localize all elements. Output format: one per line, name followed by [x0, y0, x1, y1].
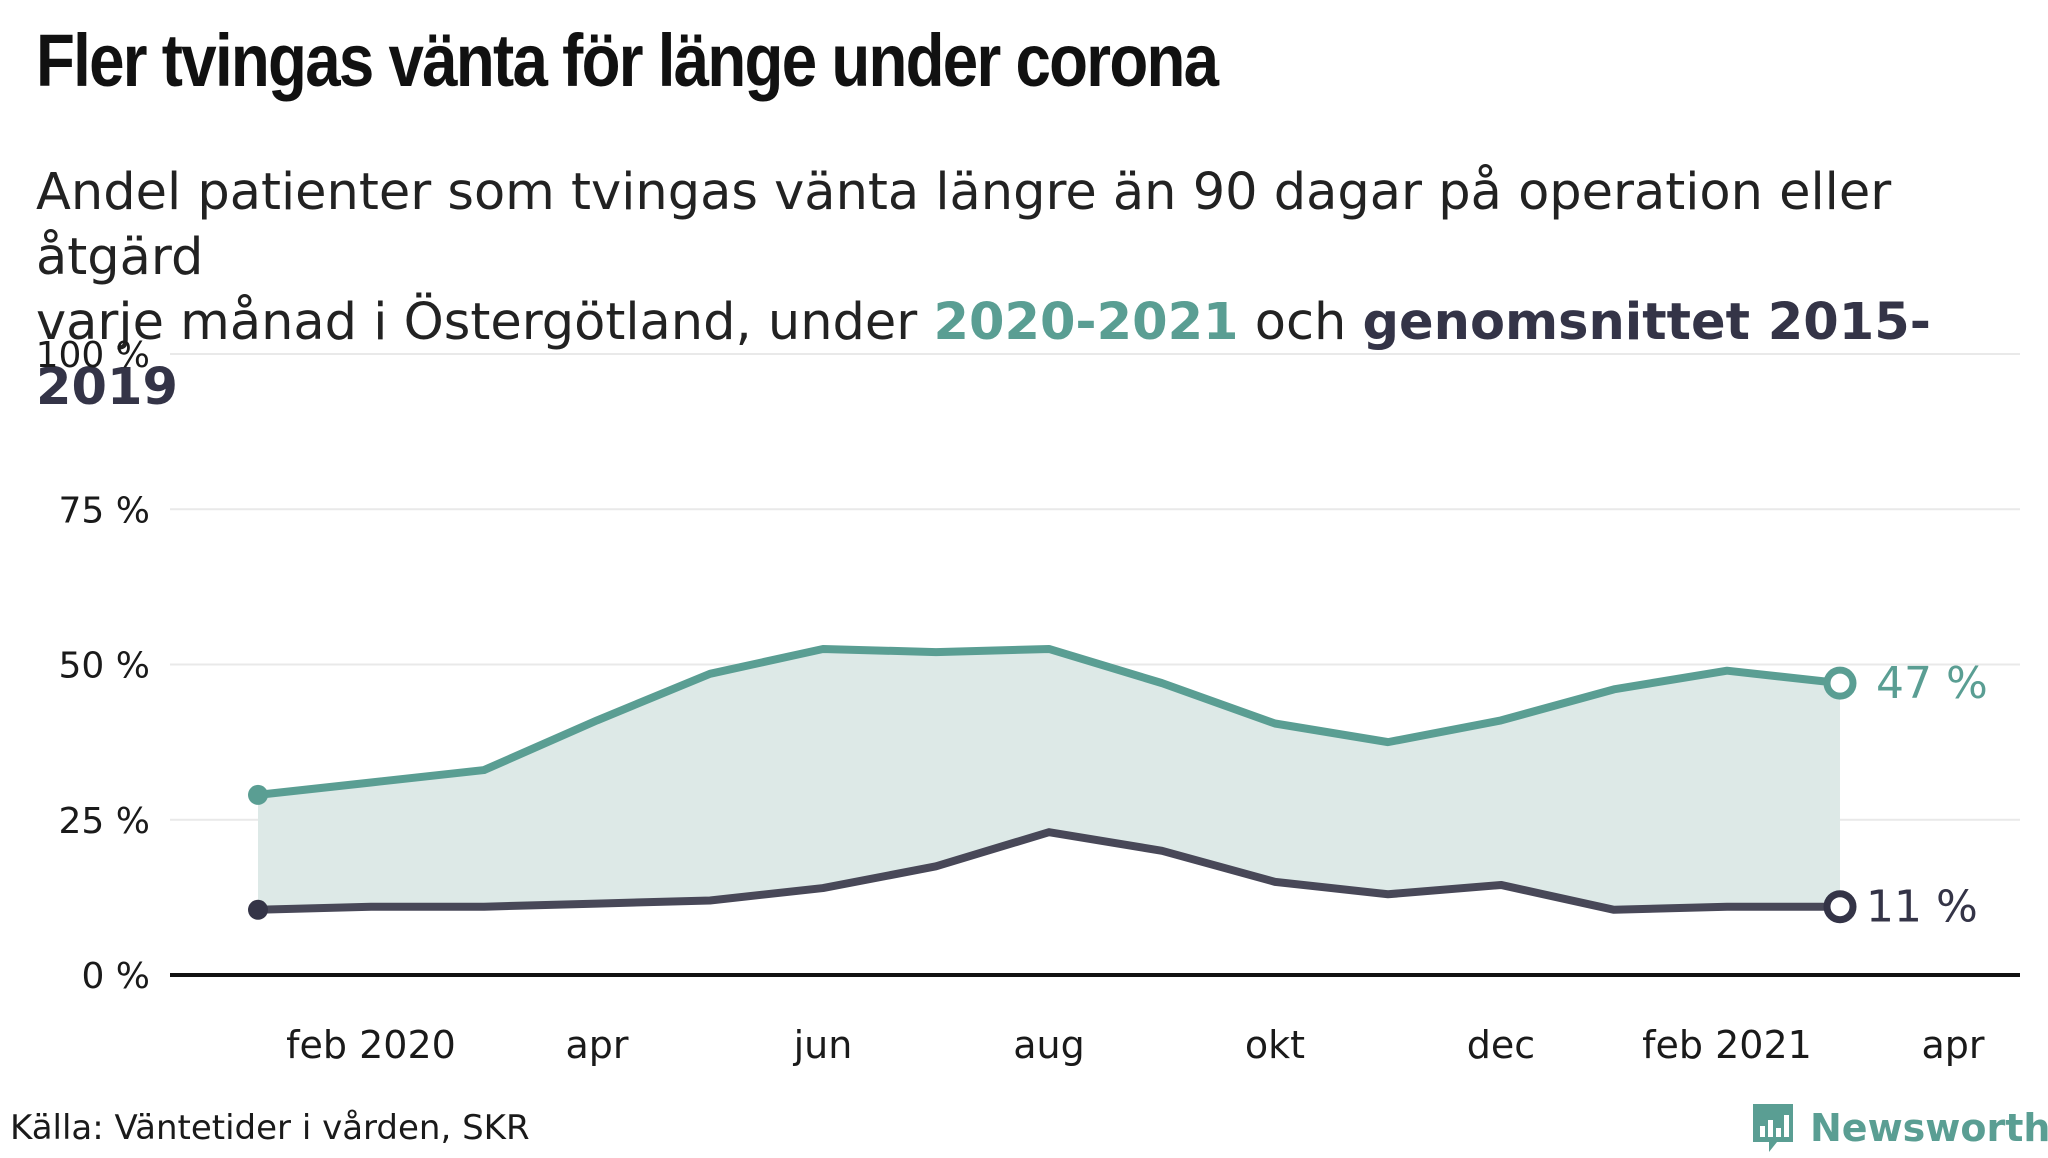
x-tick-label: aug [1013, 1023, 1085, 1067]
y-tick-label: 50 % [59, 646, 150, 687]
chart-subtitle: Andel patienter som tvingas vänta längre… [36, 160, 2036, 420]
y-tick-label: 25 % [59, 801, 150, 842]
chart-title: Fler tvingas vänta för länge under coron… [36, 19, 1219, 102]
brand-name: Newsworthy [1810, 1106, 2048, 1150]
y-tick-label: 100 % [36, 335, 150, 376]
legend-2020-2021: 2020-2021 [933, 293, 1239, 352]
x-tick-label: feb 2020 [286, 1023, 456, 1067]
end-label-2020-2021: 47 % [1876, 658, 1988, 709]
series-end-point-average [1823, 890, 1857, 924]
series-start-point-2020-2021 [248, 784, 268, 805]
series-end-point-2020-2021 [1823, 666, 1857, 700]
subtitle-prefix: varje månad i Östergötland, under [36, 293, 934, 352]
series-line-2020-2021 [254, 644, 1844, 799]
subtitle-mid: och [1238, 293, 1363, 352]
y-tick-label: 0 % [81, 956, 150, 997]
x-tick-label: apr [565, 1023, 628, 1067]
series-start-point-average [248, 899, 268, 920]
newsworthy-logo-icon [1753, 1104, 1793, 1152]
y-tick-label: 75 % [59, 490, 150, 531]
newsworthy-logo: Newsworthy [1750, 1098, 2048, 1158]
x-tick-label: okt [1245, 1023, 1305, 1067]
legend-average: genomsnittet 2015-2019 [36, 293, 1931, 417]
x-tick-label: jun [793, 1023, 853, 1067]
subtitle-line-2: varje månad i Östergötland, under 2020-2… [36, 290, 2036, 420]
x-tick-label: apr [1921, 1023, 1984, 1067]
band-area [258, 648, 1840, 910]
series-line-average [254, 828, 1844, 914]
end-label-average: 11 % [1866, 882, 1978, 933]
x-tick-label: dec [1467, 1023, 1535, 1067]
source-note: Källa: Väntetider i vården, SKR [10, 1108, 530, 1148]
x-tick-label: feb 2021 [1642, 1023, 1812, 1067]
subtitle-line-1: Andel patienter som tvingas vänta längre… [36, 163, 1892, 287]
